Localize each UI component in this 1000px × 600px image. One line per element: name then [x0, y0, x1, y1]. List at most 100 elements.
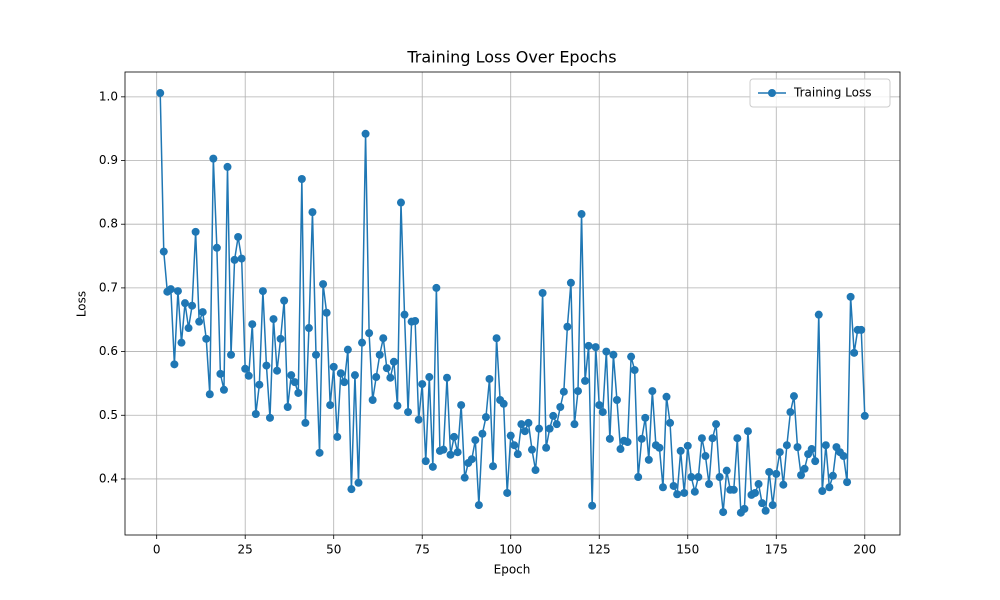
data-point [850, 348, 859, 357]
data-point [513, 450, 522, 459]
data-point [418, 380, 427, 389]
data-point [333, 432, 342, 441]
y-tick-label: 0.5 [99, 408, 118, 422]
data-point [860, 411, 869, 420]
data-point [843, 478, 852, 487]
x-tick-label: 175 [765, 543, 788, 557]
data-point [630, 366, 639, 375]
data-point [223, 162, 232, 171]
data-point [460, 473, 469, 482]
data-point [687, 473, 696, 482]
data-point [329, 362, 338, 371]
data-point [811, 457, 820, 466]
legend-box [749, 78, 891, 108]
data-point [372, 373, 381, 382]
data-point [308, 208, 317, 217]
data-point [609, 350, 618, 359]
data-point [839, 452, 848, 461]
x-tick-label: 50 [326, 543, 341, 557]
data-point [549, 411, 558, 420]
data-point [467, 455, 476, 464]
data-point [421, 457, 430, 466]
data-point [230, 255, 239, 264]
plot-frame [124, 71, 901, 536]
data-point [354, 478, 363, 487]
data-point [616, 445, 625, 454]
data-point [258, 287, 267, 296]
data-point [634, 473, 643, 482]
data-point [676, 446, 685, 455]
data-point [768, 501, 777, 510]
data-point [326, 401, 335, 410]
data-point [347, 485, 356, 494]
data-point [797, 471, 806, 480]
y-tick-label: 0.6 [99, 344, 118, 358]
data-point [673, 490, 682, 499]
data-point [315, 448, 324, 457]
x-tick-label: 75 [415, 543, 430, 557]
data-point [241, 364, 250, 373]
data-point [304, 324, 313, 333]
data-point [506, 431, 515, 440]
x-tick-label: 25 [238, 543, 253, 557]
data-point [694, 473, 703, 482]
data-point [729, 485, 738, 494]
data-point [517, 420, 526, 429]
data-point [754, 480, 763, 489]
data-point [181, 299, 190, 308]
legend-marker [768, 89, 776, 97]
data-point [680, 488, 689, 497]
data-point [581, 376, 590, 385]
data-point [527, 445, 536, 454]
data-point [715, 473, 724, 482]
data-point [605, 434, 614, 443]
data-point [404, 408, 413, 417]
data-point [358, 338, 367, 347]
data-point [535, 424, 544, 433]
data-point [248, 320, 257, 329]
data-point [662, 392, 671, 401]
data-line [159, 92, 866, 515]
data-point [556, 402, 565, 411]
data-point [489, 462, 498, 471]
data-point [474, 501, 483, 510]
data-point [227, 350, 236, 359]
data-point [786, 408, 795, 417]
data-point [648, 387, 657, 396]
data-point [722, 466, 731, 475]
data-point [446, 450, 455, 459]
data-point [559, 387, 568, 396]
data-point [701, 452, 710, 461]
data-point [453, 448, 462, 457]
data-point [414, 415, 423, 424]
data-point [655, 443, 664, 452]
data-point [637, 434, 646, 443]
data-point [782, 441, 791, 450]
data-point [319, 280, 328, 289]
data-point [719, 508, 728, 517]
data-point [365, 329, 374, 338]
data-point [563, 322, 572, 331]
data-point [566, 278, 575, 287]
x-axis-label: Epoch [494, 563, 531, 577]
data-point [202, 334, 211, 343]
data-point [170, 360, 179, 369]
y-axis-label: Loss [75, 291, 89, 317]
data-point [825, 483, 834, 492]
data-point [283, 402, 292, 411]
data-point [198, 308, 207, 317]
data-point [775, 448, 784, 457]
data-point [538, 288, 547, 297]
data-point [400, 310, 409, 319]
data-point [814, 310, 823, 319]
data-point [818, 487, 827, 496]
data-point [761, 506, 770, 515]
data-point [262, 361, 271, 370]
data-point [857, 325, 866, 334]
data-point [312, 350, 321, 359]
data-point [159, 247, 168, 256]
data-point [644, 455, 653, 464]
data-point [733, 434, 742, 443]
data-point [368, 395, 377, 404]
